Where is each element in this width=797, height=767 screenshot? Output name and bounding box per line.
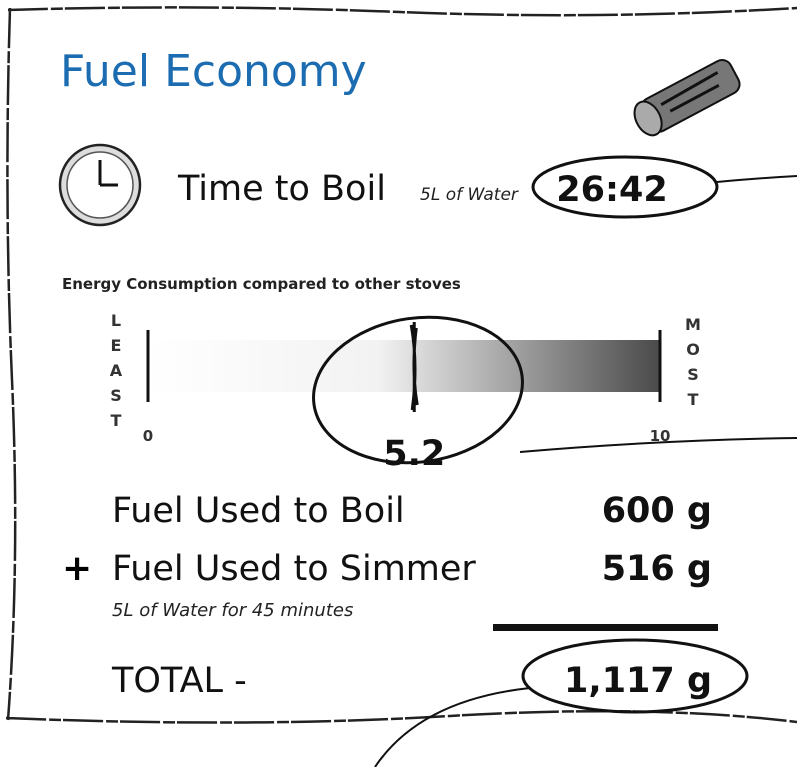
gauge-tick-label: 0 <box>143 427 153 445</box>
connector <box>717 176 797 182</box>
simmer-note: 5L of Water for 45 minutes <box>112 600 353 621</box>
boil-fuel-value: 600 g <box>602 491 712 531</box>
boil-fuel-label: Fuel Used to Boil <box>112 491 405 531</box>
infographic: Fuel Economy Time to Boil 5L of Water 26… <box>0 0 797 767</box>
plus-sign: + <box>62 548 92 589</box>
simmer-fuel-label: Fuel Used to Simmer <box>112 549 476 589</box>
boil-note: 5L of Water <box>420 185 519 205</box>
gauge-title: Energy Consumption compared to other sto… <box>62 275 461 293</box>
log-icon <box>629 57 743 140</box>
gauge-bar <box>148 340 660 392</box>
boil-time: 26:42 <box>556 170 667 210</box>
boil-label: Time to Boil <box>177 169 386 209</box>
simmer-fuel-value: 516 g <box>602 549 712 589</box>
total-label: TOTAL - <box>111 661 247 701</box>
sum-line <box>493 624 718 631</box>
clock-icon <box>60 145 140 225</box>
title: Fuel Economy <box>60 46 367 97</box>
connector <box>375 688 530 767</box>
gauge-value: 5.2 <box>383 434 445 474</box>
total-value: 1,117 g <box>564 661 712 701</box>
